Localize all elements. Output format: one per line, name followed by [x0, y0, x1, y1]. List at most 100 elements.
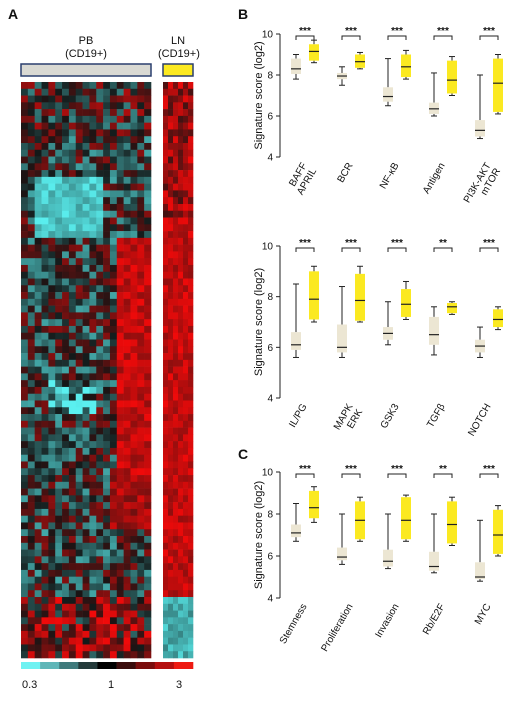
significance-label: **: [439, 238, 447, 249]
box-ln: [493, 509, 503, 554]
significance-label: ***: [391, 464, 403, 475]
box-pb: [429, 551, 439, 571]
box-pb: [337, 547, 347, 561]
y-tick-label: 8: [267, 510, 273, 521]
significance-bracket: [433, 473, 453, 478]
category-label: Proliferation: [319, 602, 355, 654]
significance-label: ***: [345, 464, 357, 475]
ln-group-label: LN (CD19+): [158, 35, 200, 61]
box-ln: [401, 54, 411, 78]
boxplot-chart-2: 4 6 8 10 Signature score (log2) *** IL/PG *** MA…: [253, 238, 503, 438]
panel-letter-c: C: [238, 446, 249, 462]
box-ln: [493, 58, 503, 112]
significance-bracket: [295, 35, 315, 40]
category-label: NOTCH: [466, 402, 493, 438]
significance-label: ***: [299, 26, 311, 37]
box-pb: [291, 332, 301, 350]
ln-group-name: LN: [170, 35, 186, 47]
significance-bracket: [387, 247, 407, 252]
category-label: PI3K-AKTmTOR: [462, 161, 503, 211]
y-tick-label: 4: [267, 594, 273, 605]
pb-group-label: PB (CD19+): [20, 35, 152, 61]
category-label: Antigen: [421, 161, 447, 196]
significance-label: ***: [483, 464, 495, 475]
category-label: MYC: [473, 602, 494, 627]
category-label: Stemness: [278, 602, 310, 646]
box-ln: [355, 273, 365, 321]
panel-letter-a: A: [8, 6, 19, 22]
box-pb: [383, 549, 393, 567]
significance-bracket: [387, 35, 407, 40]
box-pb: [337, 324, 347, 353]
scale-max-label: 3: [176, 679, 183, 691]
scale-mid-label: 1: [108, 679, 115, 691]
pb-group-bar: [20, 63, 152, 77]
box-ln: [309, 271, 319, 320]
significance-bracket: [433, 247, 453, 252]
box-pb: [291, 58, 301, 74]
y-tick-label: 10: [262, 242, 274, 253]
significance-bracket: [341, 473, 361, 478]
significance-bracket: [341, 247, 361, 252]
pb-group-name: PB: [78, 35, 94, 47]
y-tick-label: 6: [267, 552, 273, 563]
significance-bracket: [433, 35, 453, 40]
significance-label: ***: [391, 238, 403, 249]
box-ln: [447, 60, 457, 94]
color-scale: [21, 662, 194, 669]
significance-label: ***: [483, 26, 495, 37]
significance-bracket: [295, 473, 315, 478]
box-pb: [383, 87, 393, 102]
box-pb: [429, 316, 439, 345]
y-tick-label: 10: [262, 30, 274, 41]
scale-min-label: 0.3: [22, 679, 38, 691]
heatmap-panel: [20, 63, 194, 669]
significance-bracket: [295, 247, 315, 252]
y-tick-label: 8: [267, 71, 273, 82]
significance-bracket: [479, 35, 499, 40]
y-axis-label: Signature score (log2): [253, 481, 265, 589]
significance-label: ***: [391, 26, 403, 37]
box-pb: [475, 120, 485, 137]
y-tick-label: 6: [267, 112, 273, 123]
category-label: NF-κB: [378, 161, 402, 191]
category-label: TGFβ: [425, 402, 448, 430]
category-label: Invasion: [373, 602, 401, 640]
significance-bracket: [341, 35, 361, 40]
box-pb: [475, 562, 485, 580]
box-ln: [447, 303, 457, 314]
significance-label: ***: [483, 238, 495, 249]
ln-group-sub: (CD19+): [158, 48, 200, 60]
significance-label: ***: [299, 464, 311, 475]
ln-group-bar: [162, 63, 194, 77]
y-axis-label: Signature score (log2): [253, 41, 265, 149]
y-axis-label: Signature score (log2): [253, 268, 265, 376]
box-ln: [401, 497, 411, 540]
category-label: IL/PG: [287, 402, 309, 430]
pb-group-sub: (CD19+): [65, 48, 107, 60]
box-pb: [291, 524, 301, 538]
category-label: Rb/E2F: [421, 602, 447, 637]
y-tick-label: 4: [267, 153, 273, 164]
heatmap-cells: [21, 82, 194, 659]
box-ln: [401, 289, 411, 317]
significance-label: ***: [299, 238, 311, 249]
y-tick-label: 10: [262, 468, 274, 479]
y-tick-label: 4: [267, 394, 273, 405]
significance-label: ***: [437, 26, 449, 37]
category-label: BAFFAPRIL: [286, 161, 320, 197]
significance-bracket: [479, 473, 499, 478]
box-ln: [309, 490, 319, 519]
significance-label: ***: [345, 26, 357, 37]
significance-bracket: [387, 473, 407, 478]
y-tick-label: 6: [267, 343, 273, 354]
box-ln: [493, 309, 503, 328]
panel-letter-b: B: [238, 6, 249, 22]
significance-label: **: [439, 464, 447, 475]
box-ln: [309, 44, 319, 61]
significance-label: ***: [345, 238, 357, 249]
significance-bracket: [479, 247, 499, 252]
category-label: BCR: [336, 161, 356, 185]
